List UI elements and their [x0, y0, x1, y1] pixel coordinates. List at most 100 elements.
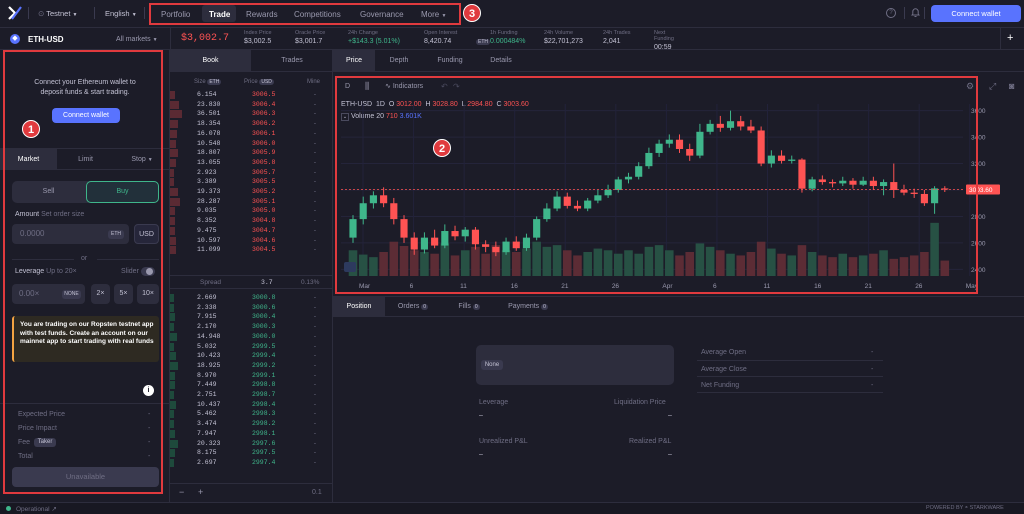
ask-row[interactable]: 28.287 3005.1- — [170, 197, 333, 207]
indicators-button[interactable]: ∿ Indicators — [385, 83, 424, 90]
all-markets-selector[interactable]: All markets ▼ — [116, 36, 158, 43]
candle — [910, 192, 918, 194]
ask-row[interactable]: 9.035 3005.0- — [170, 206, 333, 216]
volume-bar — [583, 252, 592, 276]
tab-details[interactable]: Details — [490, 57, 512, 64]
depth-bar — [170, 303, 174, 312]
ask-row[interactable]: 18.807 3005.9- — [170, 148, 333, 158]
candle — [563, 196, 571, 206]
nav-governance[interactable]: Governance — [360, 10, 404, 19]
tab-funding[interactable]: Funding — [437, 57, 463, 64]
volume-legend: ⌄ Volume 20 710 3.601K — [341, 113, 422, 121]
candle-type-icon[interactable]: ⫼ — [365, 81, 370, 91]
ask-row[interactable]: 9.475 3004.7- — [170, 226, 333, 236]
add-market-icon[interactable]: + — [1007, 32, 1014, 44]
bid-row[interactable]: 2.669 3000.8- — [170, 293, 333, 303]
tab-depth[interactable]: Depth — [389, 57, 409, 64]
tab-stop[interactable]: Stop ▼ — [131, 156, 153, 163]
fullscreen-icon[interactable]: ⤢ — [989, 81, 997, 91]
nav-more[interactable]: More ▼ — [421, 10, 447, 19]
ask-row[interactable]: 8.352 3004.8- — [170, 216, 333, 226]
ask-row[interactable]: 18.354 3006.2- — [170, 119, 333, 129]
ask-row[interactable]: 10.597 3004.6- — [170, 236, 333, 246]
bid-row[interactable]: 7.947 2998.1- — [170, 429, 333, 439]
bid-row[interactable]: 7.449 2998.8- — [170, 380, 333, 390]
network-selector[interactable]: ⊙ Testnet ▼ — [38, 9, 78, 18]
interval-button[interactable]: D — [345, 83, 351, 90]
bid-row[interactable]: 10.423 2999.4- — [170, 351, 333, 361]
price-chart[interactable]: 3600340032003000280026002400Mar611162126… — [333, 96, 1024, 298]
bid-row[interactable]: 8.175 2997.5- — [170, 448, 333, 458]
bid-row[interactable]: 5.032 2999.5- — [170, 342, 333, 352]
ask-row[interactable]: 10.548 3006.0- — [170, 139, 333, 149]
tab-limit[interactable]: Limit — [78, 156, 93, 163]
volume-bar — [705, 246, 715, 276]
leverage-10x-button[interactable]: 10× — [137, 284, 159, 304]
dydx-logo-icon[interactable] — [8, 6, 22, 20]
nav-trade[interactable] — [202, 5, 236, 22]
depth-bar — [170, 139, 176, 148]
bid-row[interactable]: 5.462 2998.3- — [170, 409, 333, 419]
ask-row[interactable]: 36.501 3006.3- — [170, 109, 333, 119]
redo-icon[interactable]: ↷ — [453, 82, 460, 91]
language-selector[interactable]: English ▼ — [105, 9, 137, 18]
ask-row[interactable]: 13.055 3005.8- — [170, 158, 333, 168]
chart-tabs: Price Depth Funding Details — [333, 50, 1024, 72]
tab-trades[interactable]: Trades — [251, 50, 333, 72]
status-text[interactable]: Operational ↗ — [16, 506, 57, 513]
info-icon[interactable]: i — [143, 385, 154, 396]
nav-competitions[interactable]: Competitions — [294, 10, 341, 19]
tab-payments[interactable]: Payments 0 — [508, 303, 548, 310]
nav-rewards[interactable]: Rewards — [246, 10, 278, 19]
bid-row[interactable]: 2.170 3000.3- — [170, 322, 333, 332]
depth-bar — [170, 110, 183, 119]
slider-toggle[interactable] — [141, 267, 155, 276]
tab-position[interactable]: Position — [333, 297, 385, 317]
leverage-input[interactable]: 0.00× NONE — [12, 284, 85, 304]
nav-portfolio[interactable]: Portfolio — [161, 10, 191, 19]
connect-wallet-left-button[interactable]: Connect wallet — [52, 108, 120, 123]
bid-row[interactable]: 2.338 3000.6- — [170, 303, 333, 313]
ask-row[interactable]: 3.389 3005.5- — [170, 177, 333, 187]
ask-row[interactable]: 2.923 3005.7- — [170, 168, 333, 178]
connect-wallet-button[interactable]: Connect wallet — [931, 5, 1021, 22]
zoom-in-button[interactable]: + — [198, 487, 204, 497]
undo-icon[interactable]: ↶ — [441, 82, 448, 91]
bid-row[interactable]: 7.915 3000.4- — [170, 312, 333, 322]
ask-row[interactable]: 23.830 3006.4- — [170, 100, 333, 110]
bid-row[interactable]: 18.925 2999.2- — [170, 361, 333, 371]
amount-label-row: Amount Set order size — [15, 211, 84, 218]
help-icon[interactable]: ? — [886, 8, 896, 18]
tab-price[interactable]: Price — [333, 50, 375, 71]
buy-button[interactable]: Buy — [86, 181, 159, 203]
camera-icon[interactable]: ◙ — [1009, 81, 1015, 91]
bid-row[interactable]: 2.697 2997.4- — [170, 458, 333, 468]
zoom-out-button[interactable]: − — [179, 487, 185, 497]
status-dot-icon — [6, 506, 11, 511]
bell-icon[interactable] — [910, 7, 921, 20]
collapse-legend-icon[interactable]: ⌄ — [341, 113, 349, 121]
bid-row[interactable]: 20.323 2997.6- — [170, 439, 333, 449]
ask-row[interactable]: 6.154 3006.5- — [170, 90, 333, 100]
ask-row[interactable]: 19.373 3005.2- — [170, 187, 333, 197]
leverage-2x-button[interactable]: 2× — [91, 284, 110, 304]
tab-book[interactable]: Book — [170, 50, 251, 72]
tab-fills[interactable]: Fills 0 — [458, 303, 480, 310]
sell-button[interactable]: Sell — [42, 188, 55, 195]
bid-row[interactable]: 3.474 2998.2- — [170, 419, 333, 429]
settings-icon[interactable]: ⚙ — [966, 81, 975, 91]
tab-market[interactable]: Market — [0, 149, 57, 170]
ask-row[interactable]: 16.078 3006.1- — [170, 129, 333, 139]
bid-row[interactable]: 14.948 3000.0- — [170, 332, 333, 342]
usd-toggle-button[interactable]: USD — [134, 224, 159, 244]
volume-bar — [460, 250, 470, 276]
amount-input[interactable]: 0.0000 ETH — [12, 224, 129, 244]
unavailable-button[interactable]: Unavailable — [12, 467, 159, 487]
bid-row[interactable]: 10.437 2998.4- — [170, 400, 333, 410]
leverage-5x-button[interactable]: 5× — [114, 284, 133, 304]
bid-row[interactable]: 2.751 2998.7- — [170, 390, 333, 400]
ask-row[interactable]: 11.099 3004.5- — [170, 245, 333, 255]
book-grouping[interactable]: 0.1 — [312, 489, 322, 496]
tab-orders[interactable]: Orders 0 — [397, 303, 429, 310]
bid-row[interactable]: 8.970 2999.1- — [170, 371, 333, 381]
